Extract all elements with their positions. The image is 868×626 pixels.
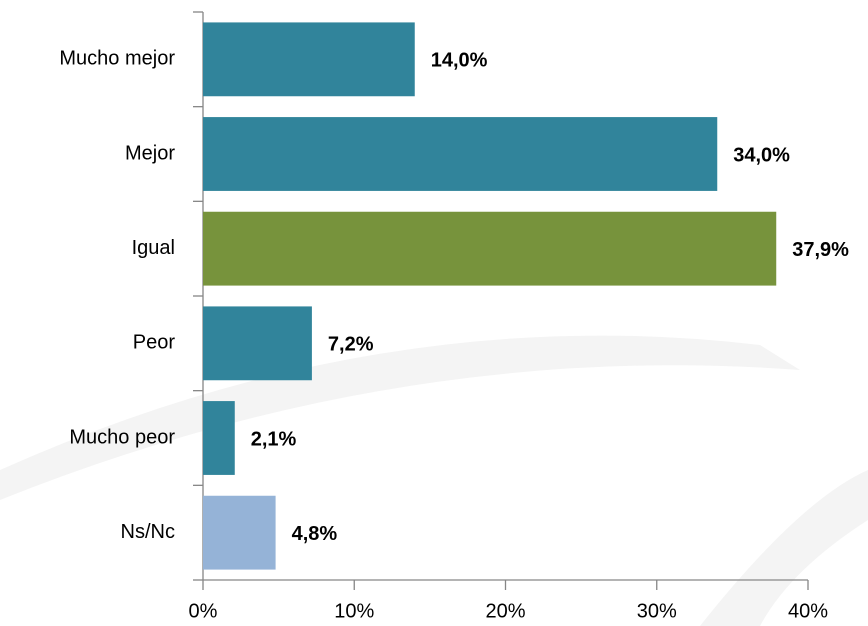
bar	[203, 495, 276, 570]
y-tick-label: Igual	[132, 237, 175, 259]
value-label: 7,2%	[328, 334, 374, 356]
value-label: 2,1%	[251, 428, 297, 450]
bar	[203, 306, 312, 381]
y-tick-label: Peor	[133, 332, 176, 354]
value-label: 37,9%	[792, 239, 849, 261]
y-tick-label: Mucho peor	[69, 426, 175, 448]
background-swoosh	[700, 470, 868, 626]
y-tick-label: Mejor	[125, 142, 175, 164]
value-label: 34,0%	[733, 144, 790, 166]
bar	[203, 117, 718, 191]
bar	[203, 401, 235, 475]
x-tick-label: 30%	[637, 600, 677, 622]
x-tick-label: 40%	[788, 600, 828, 622]
value-label: 4,8%	[292, 523, 338, 545]
y-tick-label: Ns/Nc	[121, 521, 175, 543]
y-tick-label: Mucho mejor	[59, 48, 175, 70]
bar	[203, 22, 415, 97]
x-tick-label: 0%	[189, 600, 218, 622]
x-tick-label: 20%	[485, 600, 525, 622]
x-tick-label: 10%	[334, 600, 374, 622]
background-swoosh	[0, 335, 800, 500]
value-label: 14,0%	[431, 50, 488, 72]
bar	[203, 211, 777, 286]
